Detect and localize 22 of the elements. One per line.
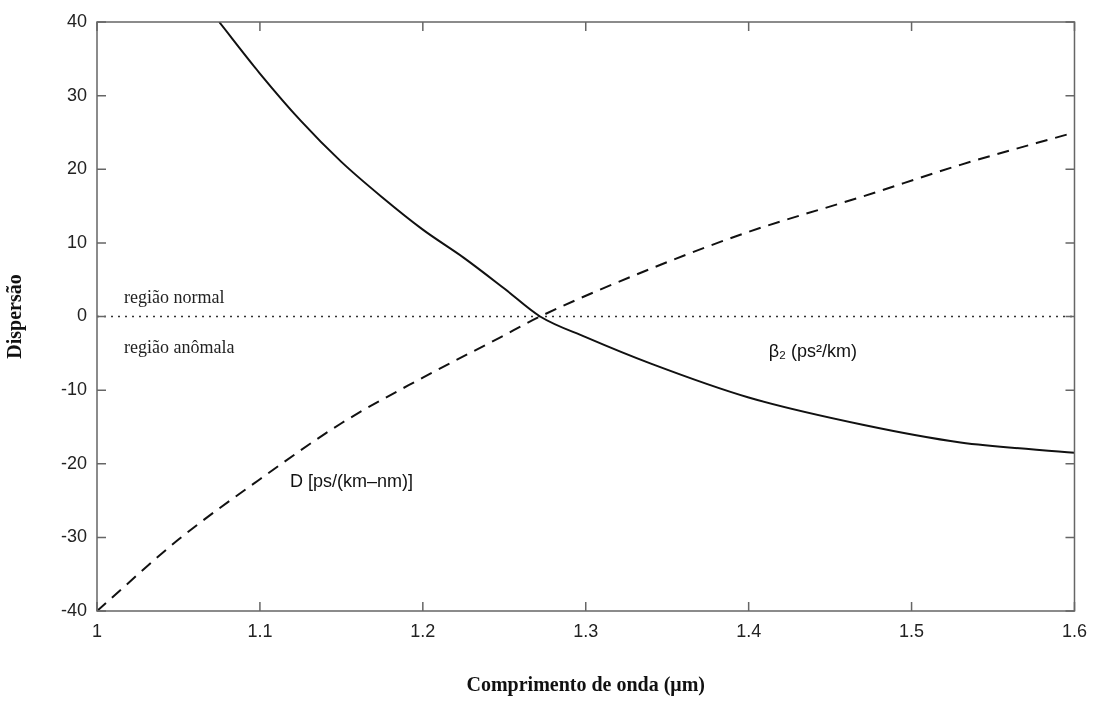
y-tick-label: 30 (66, 84, 87, 105)
x-tick-label: 1.4 (736, 620, 762, 641)
y-tick-label: -30 (60, 526, 87, 547)
x-tick-label: 1.6 (1061, 620, 1087, 641)
series-label: D [ps/(km–nm)] (289, 471, 413, 492)
y-tick-label: 40 (66, 10, 87, 31)
y-tick-label: 20 (66, 158, 87, 179)
y-tick-label: -10 (60, 379, 87, 400)
x-tick-label: 1 (91, 620, 103, 641)
annotation: região anômala (124, 336, 235, 357)
x-tick-label: 1.3 (573, 620, 599, 641)
annotation: região normal (124, 286, 225, 307)
x-axis-title: Comprimento de onda (μm) (466, 673, 706, 697)
y-tick-label: 10 (66, 231, 87, 252)
y-axis-title: Dispersão (3, 274, 27, 359)
y-tick-label: -20 (60, 452, 87, 473)
x-tick-label: 1.1 (247, 620, 273, 641)
y-tick-label: -40 (60, 599, 87, 620)
text: β₂ (ps²/km) (768, 341, 857, 362)
x-tick-label: 1.5 (899, 620, 925, 641)
y-tick-label: 0 (76, 305, 87, 326)
x-tick-label: 1.2 (410, 620, 436, 641)
